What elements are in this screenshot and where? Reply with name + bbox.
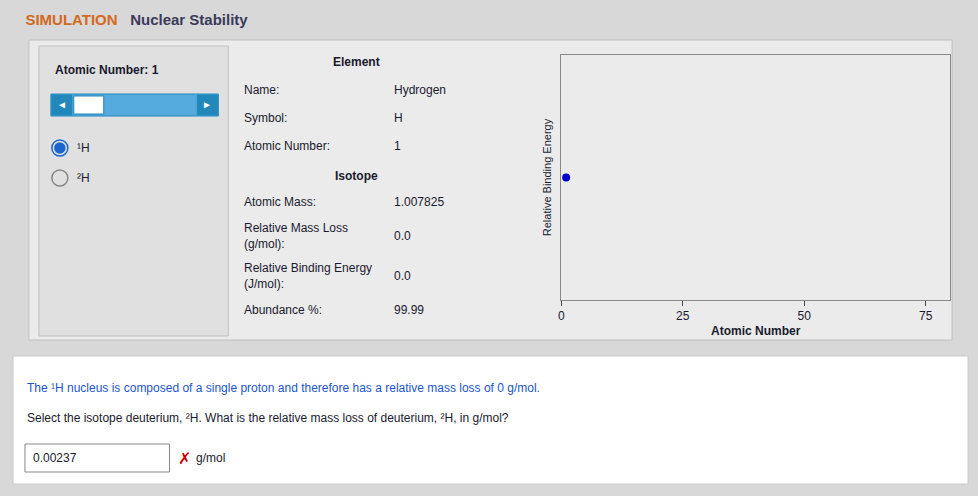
svg-text:¹H: ¹H <box>77 141 90 155</box>
svg-text:Symbol:: Symbol: <box>244 111 287 125</box>
svg-text:²H: ²H <box>77 171 90 185</box>
svg-text:Atomic Mass:: Atomic Mass: <box>244 195 316 209</box>
svg-text:99.99: 99.99 <box>394 303 424 317</box>
svg-text:Relative Binding Energy: Relative Binding Energy <box>541 118 553 236</box>
svg-text:Name:: Name: <box>244 83 279 97</box>
svg-text:Relative Mass Loss(g/mol):: Relative Mass Loss(g/mol): <box>244 221 348 251</box>
svg-text:✗: ✗ <box>178 450 191 467</box>
svg-text:g/mol: g/mol <box>196 451 225 465</box>
svg-text:◄: ◄ <box>57 99 67 110</box>
svg-text:Hydrogen: Hydrogen <box>394 83 446 97</box>
svg-text:SIMULATION Nuclear Stability: SIMULATION Nuclear Stability <box>25 11 248 28</box>
svg-text:The ¹H nucleus is composed of: The ¹H nucleus is composed of a single p… <box>27 381 540 395</box>
svg-text:Relative Binding Energy(J/mol): Relative Binding Energy(J/mol): <box>244 261 372 291</box>
svg-text:H: H <box>394 111 403 125</box>
svg-text:75: 75 <box>919 309 933 323</box>
svg-text:Abundance %:: Abundance %: <box>244 303 322 317</box>
svg-text:Atomic Number: Atomic Number <box>711 324 801 338</box>
svg-text:1: 1 <box>394 139 401 153</box>
svg-text:Element: Element <box>333 55 380 69</box>
svg-text:25: 25 <box>676 309 690 323</box>
svg-text:Isotope: Isotope <box>335 169 378 183</box>
svg-text:1.007825: 1.007825 <box>394 195 444 209</box>
svg-text:0: 0 <box>558 309 565 323</box>
svg-text:►: ► <box>202 99 212 110</box>
svg-text:0.00237: 0.00237 <box>33 451 77 465</box>
svg-text:Select the isotope deuterium,: Select the isotope deuterium, ²H. What i… <box>27 411 509 425</box>
svg-text:0.0: 0.0 <box>394 229 411 243</box>
svg-text:50: 50 <box>798 309 812 323</box>
svg-text:0.0: 0.0 <box>394 269 411 283</box>
svg-text:Atomic Number: 1: Atomic Number: 1 <box>55 63 159 77</box>
svg-text:Atomic Number:: Atomic Number: <box>244 139 330 153</box>
